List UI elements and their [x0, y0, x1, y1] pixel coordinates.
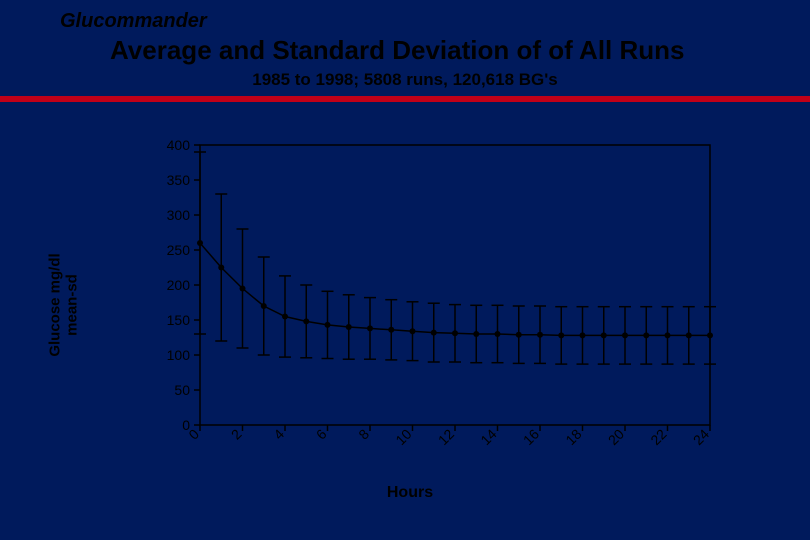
svg-text:20: 20: [605, 426, 627, 448]
slide-title: Average and Standard Deviation of of All…: [110, 35, 685, 66]
svg-text:350: 350: [167, 172, 191, 188]
svg-text:24: 24: [690, 426, 712, 448]
svg-text:250: 250: [167, 242, 191, 258]
svg-text:400: 400: [167, 137, 191, 153]
svg-text:22: 22: [647, 426, 669, 448]
x-axis-label: Hours: [90, 484, 730, 502]
svg-text:300: 300: [167, 207, 191, 223]
glucose-chart: 0501001502002503003504000246810121416182…: [90, 115, 730, 495]
svg-text:200: 200: [167, 277, 191, 293]
svg-text:18: 18: [562, 426, 584, 448]
svg-text:150: 150: [167, 312, 191, 328]
slide-subtitle: 1985 to 1998; 5808 runs, 120,618 BG's: [0, 70, 810, 90]
svg-text:16: 16: [520, 426, 542, 448]
svg-text:50: 50: [174, 382, 190, 398]
svg-text:100: 100: [167, 347, 191, 363]
svg-text:12: 12: [435, 426, 457, 448]
program-name: Glucommander: [60, 10, 207, 33]
svg-text:14: 14: [477, 426, 499, 448]
y-axis-label: Glucose mg/dl mean-sd: [46, 253, 81, 356]
title-rule: [0, 96, 810, 102]
svg-text:10: 10: [392, 426, 414, 448]
chart-svg: 0501001502002503003504000246810121416182…: [90, 115, 730, 495]
